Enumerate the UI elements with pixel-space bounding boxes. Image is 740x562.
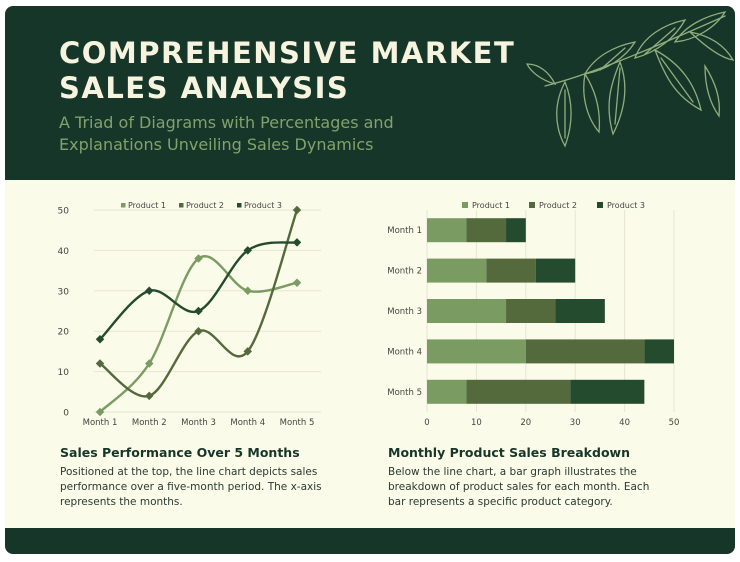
bar-chart: 0 10 20 30 40 50 Month 1 Month 2 Month 3 Month 4 M… <box>387 201 680 428</box>
data-point <box>243 286 252 296</box>
data-point <box>243 246 252 255</box>
bar-segment-product-1 <box>427 218 467 243</box>
series-line-product-2 <box>99 209 299 398</box>
data-point <box>95 335 105 344</box>
x-tick-label: 40 <box>619 418 630 428</box>
line-chart-description: Positioned at the top, the line chart de… <box>60 466 322 508</box>
footer-band <box>5 528 735 554</box>
legend-marker <box>121 203 126 208</box>
legend-label: Product 1 <box>472 201 510 210</box>
y-tick-label: 30 <box>58 287 70 297</box>
leaf-decoration-icon <box>525 11 735 148</box>
legend-label: Product 3 <box>607 201 645 210</box>
data-point <box>145 391 154 401</box>
y-tick-label: 20 <box>58 328 70 338</box>
bar-segment-product-3 <box>506 218 526 243</box>
y-tick-label: Month 2 <box>387 267 422 277</box>
data-point <box>95 359 105 368</box>
x-tick-label: 10 <box>471 418 482 428</box>
bar-segment-product-3 <box>644 339 674 364</box>
legend-marker <box>237 203 242 208</box>
bar-segment-product-1 <box>427 299 507 323</box>
data-point <box>145 286 154 296</box>
x-tick-label: 0 <box>424 418 429 428</box>
legend-label: Product 3 <box>244 201 282 210</box>
legend-marker <box>529 202 535 208</box>
bar-segment-product-2 <box>525 339 645 364</box>
x-tick-label: 20 <box>520 418 531 428</box>
page-title: COMPREHENSIVE MARKET SALES ANALYSIS <box>59 36 516 105</box>
data-point <box>194 326 203 336</box>
legend-marker <box>597 202 603 208</box>
legend-marker <box>179 203 184 208</box>
data-point <box>243 347 252 356</box>
bar-chart-heading: Monthly Product Sales Breakdown <box>388 445 630 460</box>
bar-segment-product-3 <box>555 299 605 323</box>
y-tick-label: Month 1 <box>387 226 422 236</box>
data-point <box>292 205 302 215</box>
page-subtitle: A Triad of Diagrams with Percentages and… <box>59 113 394 154</box>
legend-marker <box>462 202 468 208</box>
bar-segment-product-1 <box>427 339 526 364</box>
x-tick-label: Month 2 <box>132 418 167 428</box>
bar-chart-description: Below the line chart, a bar graph illust… <box>388 466 650 508</box>
y-tick-label: Month 4 <box>387 347 422 357</box>
bar-segment-product-2 <box>466 218 507 243</box>
legend-label: Product 2 <box>539 201 577 210</box>
bar-segment-product-3 <box>570 379 645 404</box>
bar-segment-product-1 <box>427 258 487 283</box>
x-tick-label: 50 <box>669 418 680 428</box>
header-banner: COMPREHENSIVE MARKET SALES ANALYSIS A Tr… <box>5 6 735 180</box>
bar-segment-product-2 <box>486 258 536 283</box>
y-tick-label: Month 5 <box>387 388 422 398</box>
infographic-card: COMPREHENSIVE MARKET SALES ANALYSIS A Tr… <box>5 6 735 554</box>
y-tick-label: 0 <box>63 409 69 419</box>
data-point <box>95 407 105 417</box>
data-point <box>194 306 203 316</box>
bar-segment-product-2 <box>466 379 571 404</box>
bar-segment-product-1 <box>427 379 467 404</box>
x-tick-label: Month 4 <box>230 418 265 428</box>
data-point <box>145 359 154 368</box>
y-tick-label: 10 <box>58 368 70 378</box>
y-tick-label: Month 3 <box>387 307 422 317</box>
y-tick-label: 50 <box>58 207 70 217</box>
data-point <box>292 278 302 287</box>
y-tick-label: 40 <box>58 247 70 257</box>
legend-label: Product 2 <box>186 201 224 210</box>
bar-segment-product-3 <box>535 258 576 283</box>
line-chart-heading: Sales Performance Over 5 Months <box>60 445 300 460</box>
line-chart: 0 10 20 30 40 50 Month 1 Month 2 Month 3 Month 4 M… <box>58 201 321 428</box>
x-tick-label: Month 3 <box>181 418 216 428</box>
x-tick-label: Month 5 <box>280 418 315 428</box>
x-tick-label: Month 1 <box>83 418 118 428</box>
bar-segment-product-2 <box>506 299 556 323</box>
data-point <box>292 238 302 247</box>
legend-label: Product 1 <box>128 201 166 210</box>
series-line-product-1 <box>99 255 298 413</box>
x-tick-label: 30 <box>570 418 581 428</box>
